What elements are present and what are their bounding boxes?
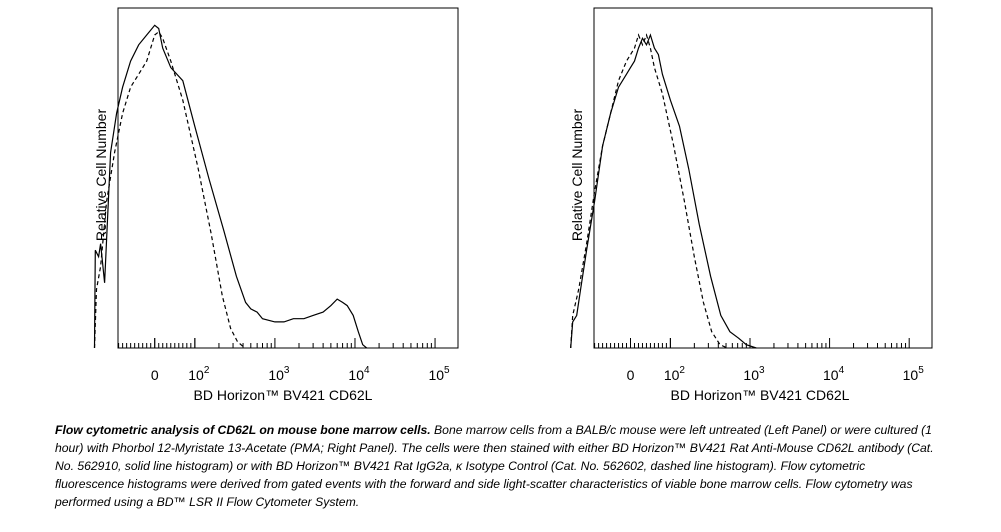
figure-caption: Flow cytometric analysis of CD62L on mou… bbox=[55, 421, 935, 511]
y-axis-label: Relative Cell Number bbox=[93, 109, 109, 242]
x-axis-ticks bbox=[118, 338, 436, 348]
x-tick-label: 103 bbox=[268, 365, 290, 383]
cd62l-histogram bbox=[570, 33, 757, 349]
x-tick-label: 0 bbox=[627, 367, 635, 383]
caption-title: Flow cytometric analysis of CD62L on mou… bbox=[55, 423, 431, 437]
plot-frame bbox=[593, 7, 933, 349]
x-tick-label: 0 bbox=[151, 367, 159, 383]
left-histogram-panel: 0 102 103 104 105 Relative Cell Number BD Hori… bbox=[93, 7, 459, 403]
x-axis-label: BD Horizon™ BV421 CD62L bbox=[194, 387, 373, 403]
x-tick-label: 103 bbox=[743, 365, 765, 383]
right-histogram-panel: 0 102 103 104 105 Relative Cell Number BD Hori… bbox=[569, 7, 933, 403]
x-tick-label: 102 bbox=[664, 365, 686, 383]
x-tick-label: 105 bbox=[903, 365, 925, 383]
x-axis-ticks bbox=[594, 338, 910, 348]
x-axis-label: BD Horizon™ BV421 CD62L bbox=[671, 387, 850, 403]
isotype-control-histogram bbox=[93, 30, 246, 349]
x-tick-label: 105 bbox=[428, 365, 450, 383]
isotype-control-histogram bbox=[570, 33, 728, 349]
plot-frame bbox=[117, 7, 459, 349]
cd62l-histogram bbox=[93, 24, 368, 349]
x-tick-label: 104 bbox=[823, 365, 845, 383]
y-axis-label: Relative Cell Number bbox=[569, 109, 585, 242]
x-tick-label: 102 bbox=[188, 365, 210, 383]
charts-area: 0 102 103 104 105 Relative Cell Number BD Hori… bbox=[93, 7, 933, 403]
x-tick-label: 104 bbox=[348, 365, 370, 383]
caption-body: Bone marrow cells from a BALB/c mouse we… bbox=[55, 423, 934, 509]
